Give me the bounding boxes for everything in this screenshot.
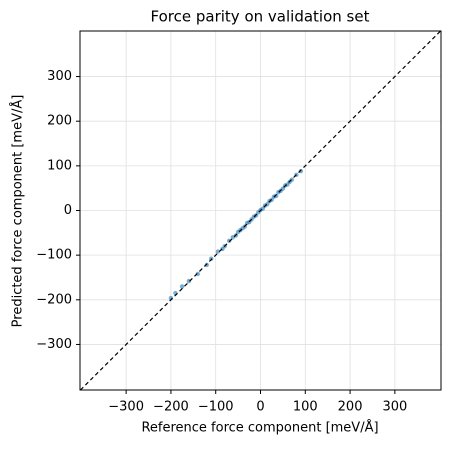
y-tick-label: −200	[36, 292, 72, 307]
y-tick-label: 200	[47, 114, 72, 129]
y-tick-label: 100	[47, 158, 72, 173]
y-tick-label: 0	[64, 203, 72, 218]
point	[179, 284, 185, 289]
point	[195, 271, 200, 277]
point	[273, 193, 279, 198]
x-tick-label: 300	[382, 400, 407, 415]
y-tick-label: −100	[36, 248, 72, 263]
x-tick-label: 0	[256, 400, 264, 415]
x-tick-label: 200	[338, 400, 363, 415]
point	[186, 278, 192, 284]
plot-frame	[79, 30, 442, 391]
x-axis-label: Reference force component [meV/Å]	[141, 420, 378, 436]
parity-line	[80, 30, 441, 391]
point	[209, 256, 214, 261]
x-tick-label: −100	[198, 400, 234, 415]
y-tick-label: 300	[47, 69, 72, 84]
point	[298, 169, 304, 174]
x-tick-label: −200	[153, 400, 189, 415]
point	[226, 238, 232, 244]
point	[204, 262, 209, 268]
x-tick-label: 100	[293, 400, 318, 415]
y-axis-label: Predicted force component [meV/Å]	[10, 95, 26, 328]
y-tick-label: −300	[36, 337, 72, 352]
point	[215, 249, 221, 254]
chart-title: Force parity on validation set	[151, 8, 370, 26]
x-tick-label: −300	[108, 400, 144, 415]
